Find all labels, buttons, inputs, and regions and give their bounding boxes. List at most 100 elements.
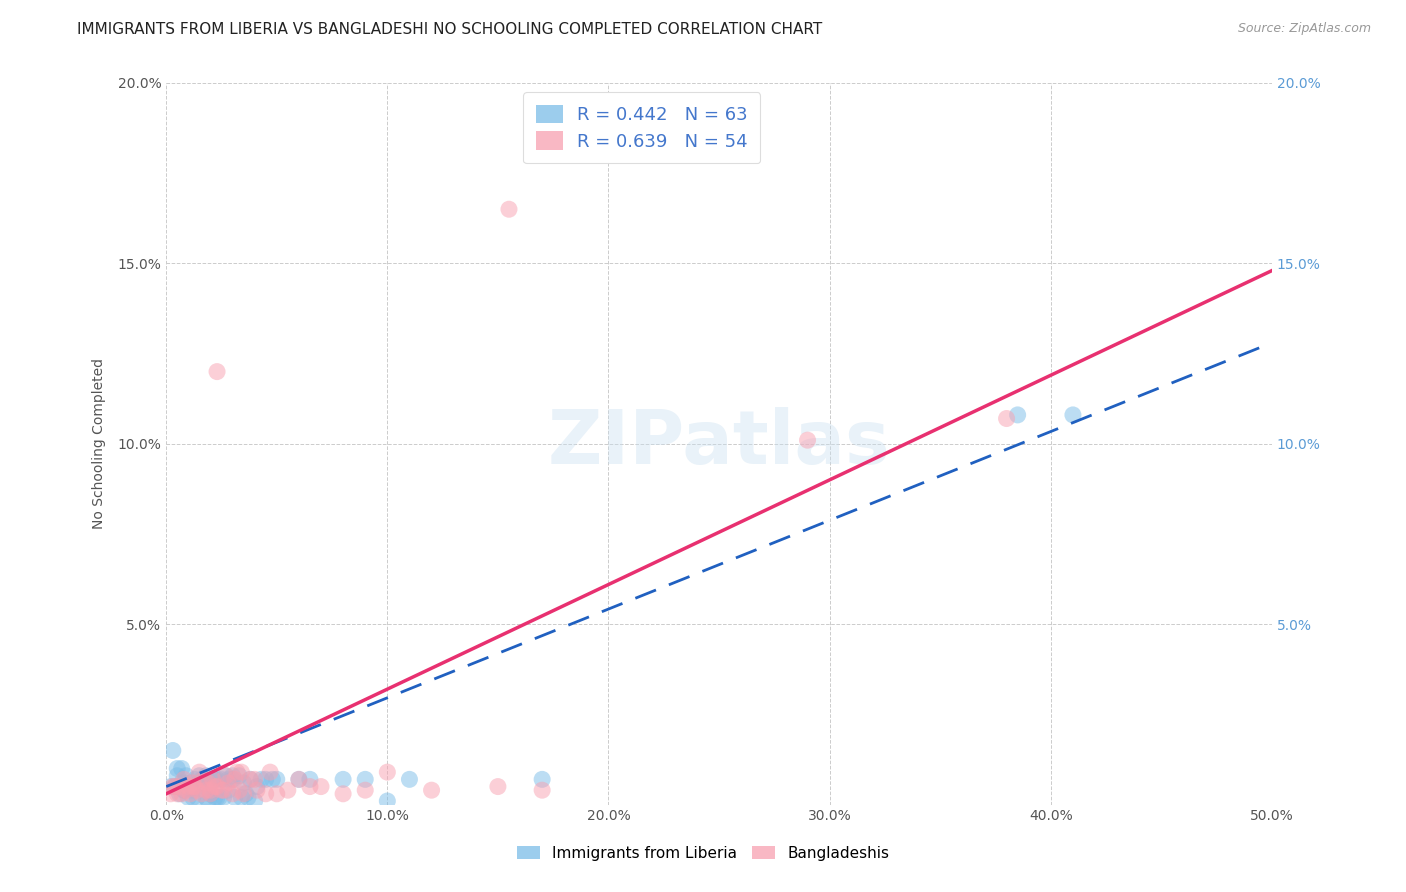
Text: ZIPatlas: ZIPatlas xyxy=(548,408,890,480)
Point xyxy=(179,787,201,801)
Point xyxy=(188,776,211,790)
Point xyxy=(375,794,398,808)
Point xyxy=(179,776,201,790)
Point xyxy=(354,783,377,797)
Point xyxy=(277,783,299,797)
Point xyxy=(246,780,269,794)
Point xyxy=(195,790,218,805)
Point xyxy=(159,780,181,794)
Point xyxy=(204,790,226,805)
Point xyxy=(205,780,228,794)
Point xyxy=(166,762,188,776)
Point xyxy=(243,794,266,808)
Point xyxy=(200,787,222,801)
Point xyxy=(212,790,235,805)
Point xyxy=(197,776,219,790)
Point xyxy=(190,772,212,787)
Point xyxy=(215,769,238,783)
Point xyxy=(181,783,204,797)
Point xyxy=(212,783,235,797)
Point xyxy=(221,769,243,783)
Point xyxy=(163,780,186,794)
Point xyxy=(200,783,222,797)
Point xyxy=(250,772,273,787)
Point xyxy=(254,772,277,787)
Point xyxy=(201,772,224,787)
Point xyxy=(173,776,195,790)
Point xyxy=(796,433,818,447)
Text: IMMIGRANTS FROM LIBERIA VS BANGLADESHI NO SCHOOLING COMPLETED CORRELATION CHART: IMMIGRANTS FROM LIBERIA VS BANGLADESHI N… xyxy=(77,22,823,37)
Point xyxy=(332,787,354,801)
Point xyxy=(205,790,228,805)
Point xyxy=(205,365,228,379)
Point xyxy=(181,790,204,805)
Point xyxy=(186,783,208,797)
Point xyxy=(1062,408,1084,422)
Point xyxy=(243,772,266,787)
Point xyxy=(162,743,184,757)
Point xyxy=(232,776,254,790)
Point xyxy=(309,780,332,794)
Point xyxy=(228,769,250,783)
Point xyxy=(211,772,233,787)
Point xyxy=(184,772,207,787)
Point xyxy=(195,769,218,783)
Point xyxy=(228,783,250,797)
Point xyxy=(217,772,239,787)
Point xyxy=(224,772,246,787)
Point xyxy=(420,783,443,797)
Point xyxy=(208,790,231,805)
Point xyxy=(163,780,186,794)
Point xyxy=(177,780,200,794)
Point xyxy=(166,787,188,801)
Point xyxy=(188,769,211,783)
Point xyxy=(221,772,243,787)
Point xyxy=(173,783,195,797)
Point xyxy=(177,790,200,805)
Point xyxy=(1007,408,1029,422)
Point xyxy=(215,769,238,783)
Point xyxy=(298,780,321,794)
Point xyxy=(375,765,398,780)
Point xyxy=(246,783,269,797)
Point xyxy=(170,776,193,790)
Point xyxy=(288,772,311,787)
Point xyxy=(200,787,222,801)
Point xyxy=(254,787,277,801)
Point xyxy=(231,765,253,780)
Point xyxy=(498,202,520,217)
Point xyxy=(332,772,354,787)
Point xyxy=(195,783,218,797)
Text: Source: ZipAtlas.com: Source: ZipAtlas.com xyxy=(1237,22,1371,36)
Point xyxy=(239,772,262,787)
Point xyxy=(231,790,253,805)
Point xyxy=(205,772,228,787)
Point xyxy=(211,783,233,797)
Point xyxy=(174,783,197,797)
Point xyxy=(235,787,257,801)
Point xyxy=(221,787,243,801)
Point xyxy=(204,772,226,787)
Point xyxy=(298,772,321,787)
Point xyxy=(486,780,509,794)
Point xyxy=(190,787,212,801)
Point xyxy=(177,780,200,794)
Point xyxy=(193,772,215,787)
Point xyxy=(184,780,207,794)
Point xyxy=(181,776,204,790)
Point xyxy=(239,772,262,787)
Point xyxy=(232,787,254,801)
Point xyxy=(217,783,239,797)
Point xyxy=(398,772,420,787)
Point xyxy=(217,776,239,790)
Point xyxy=(170,787,193,801)
Point xyxy=(288,772,311,787)
Point xyxy=(188,765,211,780)
Point xyxy=(181,780,204,794)
Point xyxy=(193,772,215,787)
Point xyxy=(531,783,554,797)
Point xyxy=(224,790,246,805)
Point xyxy=(170,762,193,776)
Y-axis label: No Schooling Completed: No Schooling Completed xyxy=(93,359,107,529)
Point xyxy=(159,787,181,801)
